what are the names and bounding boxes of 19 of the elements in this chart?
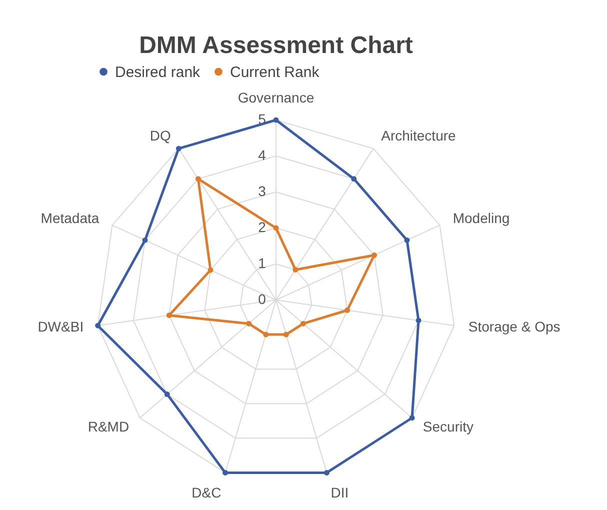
spoke-label: D&C [192,484,222,501]
spoke-label: Metadata [40,210,100,226]
legend-label: Current Rank [230,64,320,81]
chart-title: DMM Assessment Chart [139,32,413,59]
y-tick-label: 3 [258,183,266,199]
spoke-label: Governance [238,90,314,106]
y-tick-label: 2 [258,219,266,235]
spoke-label: Security [422,418,474,434]
spoke-label: R&MD [88,418,130,434]
spoke-label: Storage & Ops [468,318,560,335]
spoke-label: Architecture [381,127,456,144]
spoke-label: DII [330,484,349,501]
spoke-label: Modeling [452,210,510,226]
y-tick-label: 1 [258,255,266,271]
spoke-label: DQ [150,127,172,144]
legend-label: Desired rank [115,64,201,81]
spoke-label: DW&BI [38,318,84,335]
y-tick-label: 0 [258,291,266,307]
y-tick-label: 4 [258,147,266,163]
